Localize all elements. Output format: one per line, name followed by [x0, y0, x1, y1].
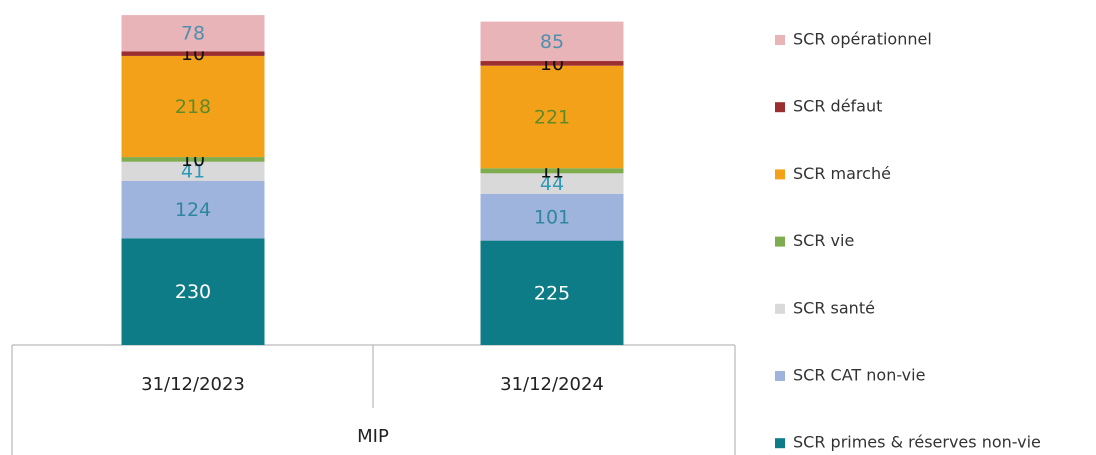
bar-segment	[121, 238, 265, 345]
legend-label: SCR vie	[793, 231, 854, 250]
legend-swatch	[775, 303, 785, 314]
data-label: 124	[175, 199, 211, 221]
legend-swatch	[775, 35, 785, 45]
data-label: 101	[534, 207, 570, 229]
bar-segment	[480, 193, 624, 241]
legend-swatch	[775, 438, 785, 449]
legend-label: SCR défaut	[793, 97, 882, 116]
bar-segment	[121, 180, 265, 239]
data-label: 230	[175, 281, 211, 303]
legend-swatch	[775, 371, 785, 381]
legend-swatch	[775, 236, 785, 247]
data-label: 85	[540, 31, 564, 53]
legend-label: SCR primes & réserves non-vie	[793, 433, 1041, 452]
data-label: 78	[181, 23, 205, 45]
bar-segment	[480, 65, 624, 169]
bar-segment	[480, 173, 624, 194]
data-label: 221	[534, 106, 570, 128]
bar-segment	[121, 157, 265, 162]
bar-segment	[480, 240, 624, 345]
data-label: 218	[175, 96, 211, 118]
x-tick-label: 31/12/2023	[141, 374, 245, 395]
bar-segment	[480, 168, 624, 174]
legend-label: SCR santé	[793, 298, 875, 317]
bar-segment	[121, 55, 265, 158]
category-axis: MIP	[11, 344, 736, 455]
data-label: 44	[540, 173, 564, 195]
legend-swatch	[775, 169, 785, 180]
bar-segment	[121, 51, 265, 56]
bar-segment	[480, 21, 624, 62]
legend-label: SCR opérationnel	[793, 30, 932, 49]
data-label: 41	[181, 161, 205, 183]
legend-swatch	[775, 102, 785, 113]
bar-segment	[480, 61, 624, 66]
group-label: MIP	[357, 426, 389, 447]
legend-label: SCR marché	[793, 164, 891, 183]
legend-label: SCR CAT non-vie	[793, 366, 925, 385]
bar-segment	[121, 15, 265, 52]
bar-segment	[121, 161, 265, 181]
data-label: 225	[534, 282, 570, 304]
x-tick-label: 31/12/2024	[500, 374, 604, 395]
